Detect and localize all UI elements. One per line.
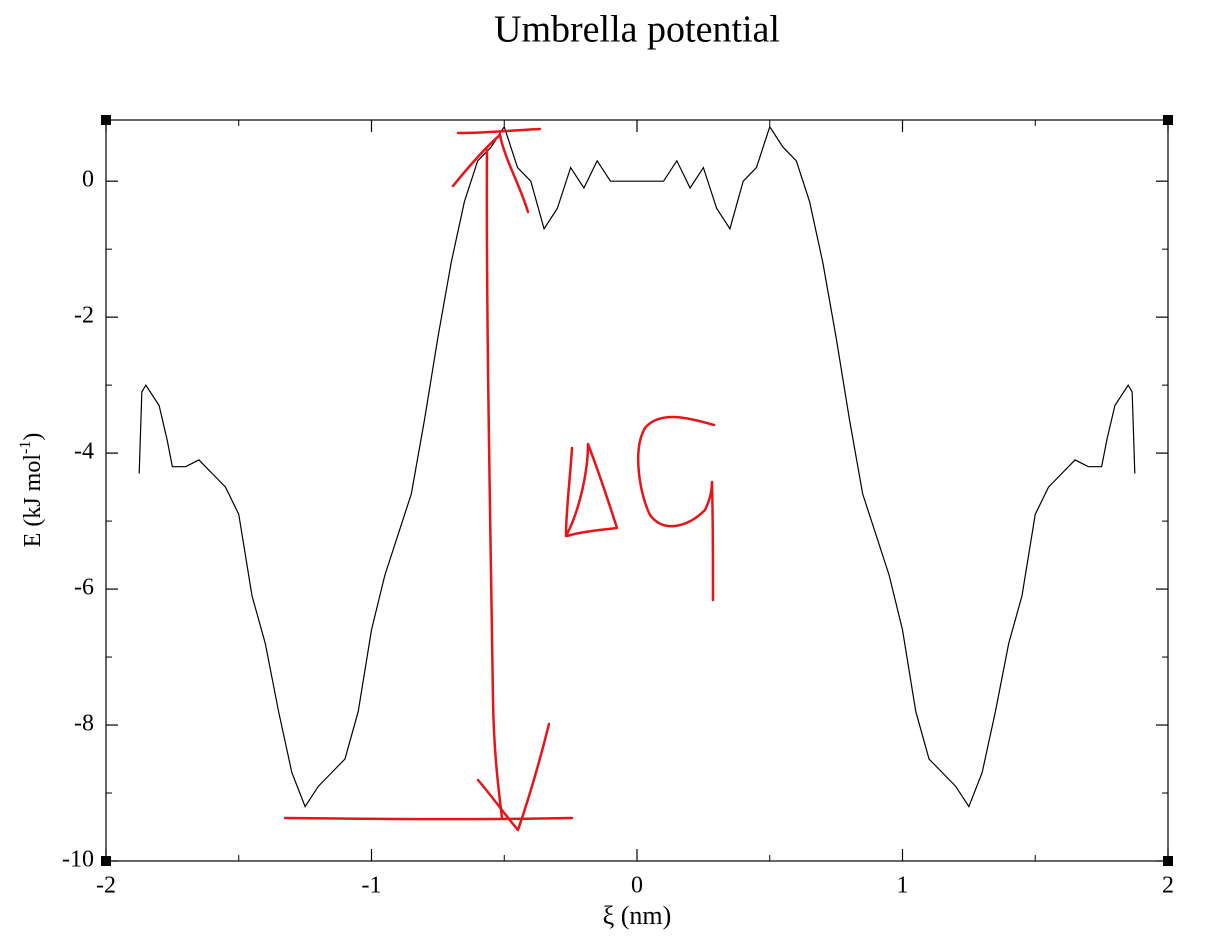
x-tick-label: 0 (631, 873, 643, 899)
y-label-text: E (kJ mol (20, 454, 46, 548)
y-label-superscript: -1 (17, 441, 34, 454)
corner-handles (101, 115, 1173, 866)
x-tick-label: -2 (96, 873, 116, 899)
x-tick-label: 1 (897, 873, 909, 899)
y-tick-label: -2 (74, 303, 94, 329)
x-tick-label: 2 (1162, 873, 1174, 899)
chart-title: Umbrella potential (494, 9, 780, 51)
y-tick-label: -8 (74, 711, 94, 737)
y-tick-label: -4 (74, 439, 94, 465)
y-tick-label: -6 (74, 575, 94, 601)
y-label-end: ) (20, 433, 46, 441)
x-tick-label: -1 (362, 873, 382, 899)
hand-annotation (283, 127, 716, 832)
data-line (138, 125, 1136, 808)
y-tick-label: 0 (82, 167, 94, 193)
plot-frame (105, 119, 1169, 862)
y-tick-label: -10 (62, 847, 94, 873)
x-axis-label: ξ (nm) (603, 901, 672, 930)
y-axis-label: E (kJ mol-1) (17, 433, 46, 548)
